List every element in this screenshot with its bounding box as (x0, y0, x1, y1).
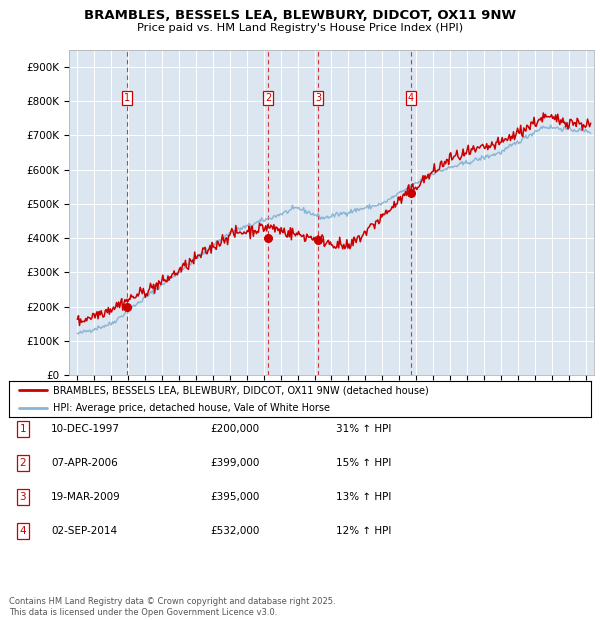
Text: HPI: Average price, detached house, Vale of White Horse: HPI: Average price, detached house, Vale… (53, 402, 329, 413)
Text: BRAMBLES, BESSELS LEA, BLEWBURY, DIDCOT, OX11 9NW: BRAMBLES, BESSELS LEA, BLEWBURY, DIDCOT,… (84, 9, 516, 22)
Text: 3: 3 (19, 492, 26, 502)
Text: 12% ↑ HPI: 12% ↑ HPI (336, 526, 391, 536)
Text: 31% ↑ HPI: 31% ↑ HPI (336, 424, 391, 434)
Text: 10-DEC-1997: 10-DEC-1997 (51, 424, 120, 434)
Text: 4: 4 (407, 92, 413, 102)
Text: 2: 2 (19, 458, 26, 468)
Text: 07-APR-2006: 07-APR-2006 (51, 458, 118, 468)
Text: Price paid vs. HM Land Registry's House Price Index (HPI): Price paid vs. HM Land Registry's House … (137, 23, 463, 33)
Text: This data is licensed under the Open Government Licence v3.0.: This data is licensed under the Open Gov… (9, 608, 277, 617)
Text: 19-MAR-2009: 19-MAR-2009 (51, 492, 121, 502)
Text: £200,000: £200,000 (210, 424, 259, 434)
Text: 13% ↑ HPI: 13% ↑ HPI (336, 492, 391, 502)
Text: 15% ↑ HPI: 15% ↑ HPI (336, 458, 391, 468)
Text: £399,000: £399,000 (210, 458, 259, 468)
Text: £532,000: £532,000 (210, 526, 259, 536)
Text: 1: 1 (124, 92, 130, 102)
Text: Contains HM Land Registry data © Crown copyright and database right 2025.: Contains HM Land Registry data © Crown c… (9, 597, 335, 606)
Text: 4: 4 (19, 526, 26, 536)
Text: 02-SEP-2014: 02-SEP-2014 (51, 526, 117, 536)
Text: 1: 1 (19, 424, 26, 434)
Text: 2: 2 (265, 92, 271, 102)
Text: 3: 3 (315, 92, 322, 102)
Text: £395,000: £395,000 (210, 492, 259, 502)
Text: BRAMBLES, BESSELS LEA, BLEWBURY, DIDCOT, OX11 9NW (detached house): BRAMBLES, BESSELS LEA, BLEWBURY, DIDCOT,… (53, 386, 428, 396)
